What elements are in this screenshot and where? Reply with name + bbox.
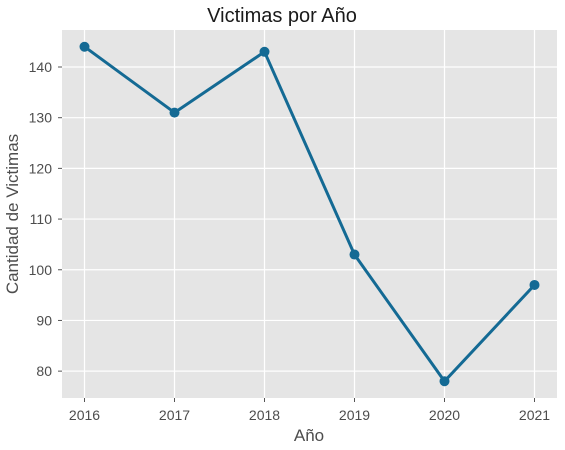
series-line bbox=[83, 45, 536, 383]
y-tick-label: 120 bbox=[29, 160, 53, 176]
axis-ticks: 2016 2017 2018 2019 2020 2021 80 90 100 110 120 130… bbox=[29, 59, 551, 423]
series-layer bbox=[79, 41, 540, 387]
y-tick-label: 90 bbox=[36, 312, 52, 328]
y-tick-label: 100 bbox=[29, 262, 53, 278]
data-point bbox=[259, 46, 270, 57]
y-axis-label: Cantidad de Victimas bbox=[3, 134, 22, 294]
chart-title: Victimas por Año bbox=[207, 5, 357, 27]
x-tick-label: 2018 bbox=[249, 407, 280, 423]
data-point bbox=[169, 107, 180, 118]
x-tick-label: 2016 bbox=[69, 407, 100, 423]
grid-lines bbox=[62, 30, 557, 398]
x-tick-label: 2020 bbox=[429, 407, 460, 423]
y-tick-label: 110 bbox=[30, 211, 53, 227]
y-tick-label: 140 bbox=[29, 59, 53, 75]
data-point bbox=[79, 41, 90, 52]
data-point bbox=[439, 376, 450, 387]
data-point bbox=[349, 249, 360, 260]
y-tick-label: 80 bbox=[36, 363, 52, 379]
data-point bbox=[529, 279, 540, 290]
x-tick-label: 2021 bbox=[519, 407, 550, 423]
y-tick-label: 130 bbox=[29, 110, 53, 126]
x-tick-label: 2019 bbox=[339, 407, 370, 423]
x-axis-label: Año bbox=[294, 426, 324, 445]
x-tick-label: 2017 bbox=[159, 407, 190, 423]
